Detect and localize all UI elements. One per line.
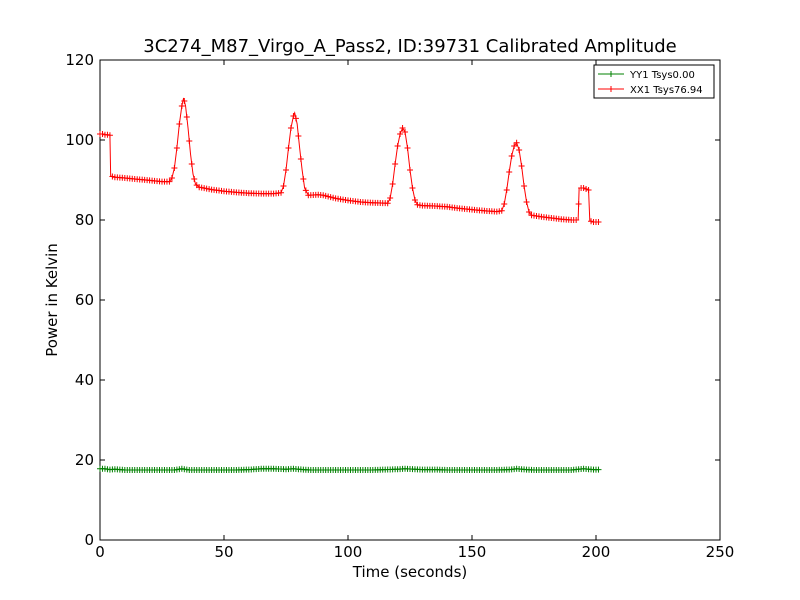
y-axis-label: Power in Kelvin <box>43 243 61 357</box>
y-tick-label: 60 <box>75 291 94 309</box>
data-point-marker <box>595 219 602 225</box>
data-point-marker <box>407 167 413 173</box>
legend-label: XX1 Tsys76.94 <box>630 85 703 96</box>
data-point-marker <box>278 189 285 196</box>
data-point-marker <box>280 183 287 189</box>
series-0 <box>97 465 602 473</box>
x-tick-label: 200 <box>582 543 611 561</box>
data-point-marker <box>526 209 533 215</box>
x-tick-label: 150 <box>458 543 487 561</box>
legend-box <box>593 64 715 99</box>
data-point-marker <box>166 178 173 185</box>
data-point-marker <box>498 207 505 214</box>
data-point-marker <box>171 165 178 171</box>
data-point-marker <box>402 129 409 135</box>
data-point-marker <box>518 163 525 169</box>
chart-title: 3C274_M87_Virgo_A_Pass2, ID:39731 Calibr… <box>143 36 677 57</box>
data-point-marker <box>595 466 602 473</box>
data-point-marker <box>186 138 193 144</box>
data-point-marker <box>302 187 309 194</box>
data-point-marker <box>521 183 528 189</box>
data-point-marker <box>575 201 582 207</box>
legend-swatch-marker <box>608 71 614 77</box>
y-tick-label: 120 <box>65 51 94 69</box>
data-point-marker <box>287 125 294 131</box>
data-point-marker <box>399 125 406 131</box>
data-point-marker <box>285 145 292 151</box>
data-point-marker <box>409 185 416 191</box>
data-point-marker <box>283 167 289 173</box>
data-point-marker <box>389 181 396 187</box>
data-point-marker <box>292 115 299 122</box>
data-point-marker <box>295 133 302 139</box>
data-point-marker <box>387 195 394 201</box>
data-point-marker <box>176 121 183 127</box>
x-tick-label: 0 <box>95 543 105 561</box>
x-tick-label: 250 <box>706 543 735 561</box>
data-point-marker <box>178 103 185 109</box>
data-point-marker <box>168 175 175 181</box>
y-tick-label: 0 <box>84 531 94 549</box>
data-point-marker <box>297 156 304 162</box>
data-point-marker <box>501 201 508 207</box>
data-point-marker <box>397 131 404 137</box>
data-point-marker <box>513 139 520 146</box>
data-point-marker <box>300 176 307 182</box>
data-point-marker <box>503 187 510 193</box>
data-point-marker <box>585 187 592 193</box>
y-tick-label: 40 <box>75 371 94 389</box>
legend-items: YY1 Tsys0.00 XX1 Tsys76.94 <box>598 70 703 96</box>
legend: YY1 Tsys0.00 XX1 Tsys76.94 <box>593 64 715 99</box>
data-point-marker <box>173 145 180 151</box>
data-point-marker <box>516 147 523 153</box>
legend-swatch-marker <box>608 86 614 92</box>
y-tick-label: 20 <box>75 451 94 469</box>
y-tick-label: 80 <box>75 211 94 229</box>
axis-ticks: 0 50 100 150 200 250 0 20 40 60 80 100 120 <box>65 51 734 561</box>
x-axis-label: Time (seconds) <box>352 563 468 581</box>
series-layer <box>97 97 602 473</box>
data-point-marker <box>106 132 113 139</box>
data-point-marker <box>404 145 411 151</box>
data-point-marker <box>411 197 418 203</box>
data-point-marker <box>573 217 580 223</box>
plot-area: 0 50 100 150 200 250 0 20 40 60 80 100 120 <box>65 51 734 561</box>
data-point-marker <box>394 143 401 149</box>
data-point-marker <box>191 176 198 182</box>
data-point-marker <box>181 98 188 104</box>
y-tick-label: 100 <box>65 131 94 149</box>
plot-frame <box>99 59 721 541</box>
data-point-marker <box>183 114 190 120</box>
series-1 <box>97 97 602 225</box>
data-point-marker <box>188 161 195 167</box>
data-point-marker <box>506 169 513 175</box>
x-tick-label: 50 <box>214 543 233 561</box>
legend-label: YY1 Tsys0.00 <box>629 70 695 81</box>
x-tick-label: 100 <box>334 543 363 561</box>
data-point-marker <box>508 153 515 159</box>
data-point-marker <box>392 161 399 167</box>
data-point-marker <box>523 199 530 205</box>
data-point-marker <box>511 143 518 149</box>
data-point-marker <box>384 200 391 207</box>
